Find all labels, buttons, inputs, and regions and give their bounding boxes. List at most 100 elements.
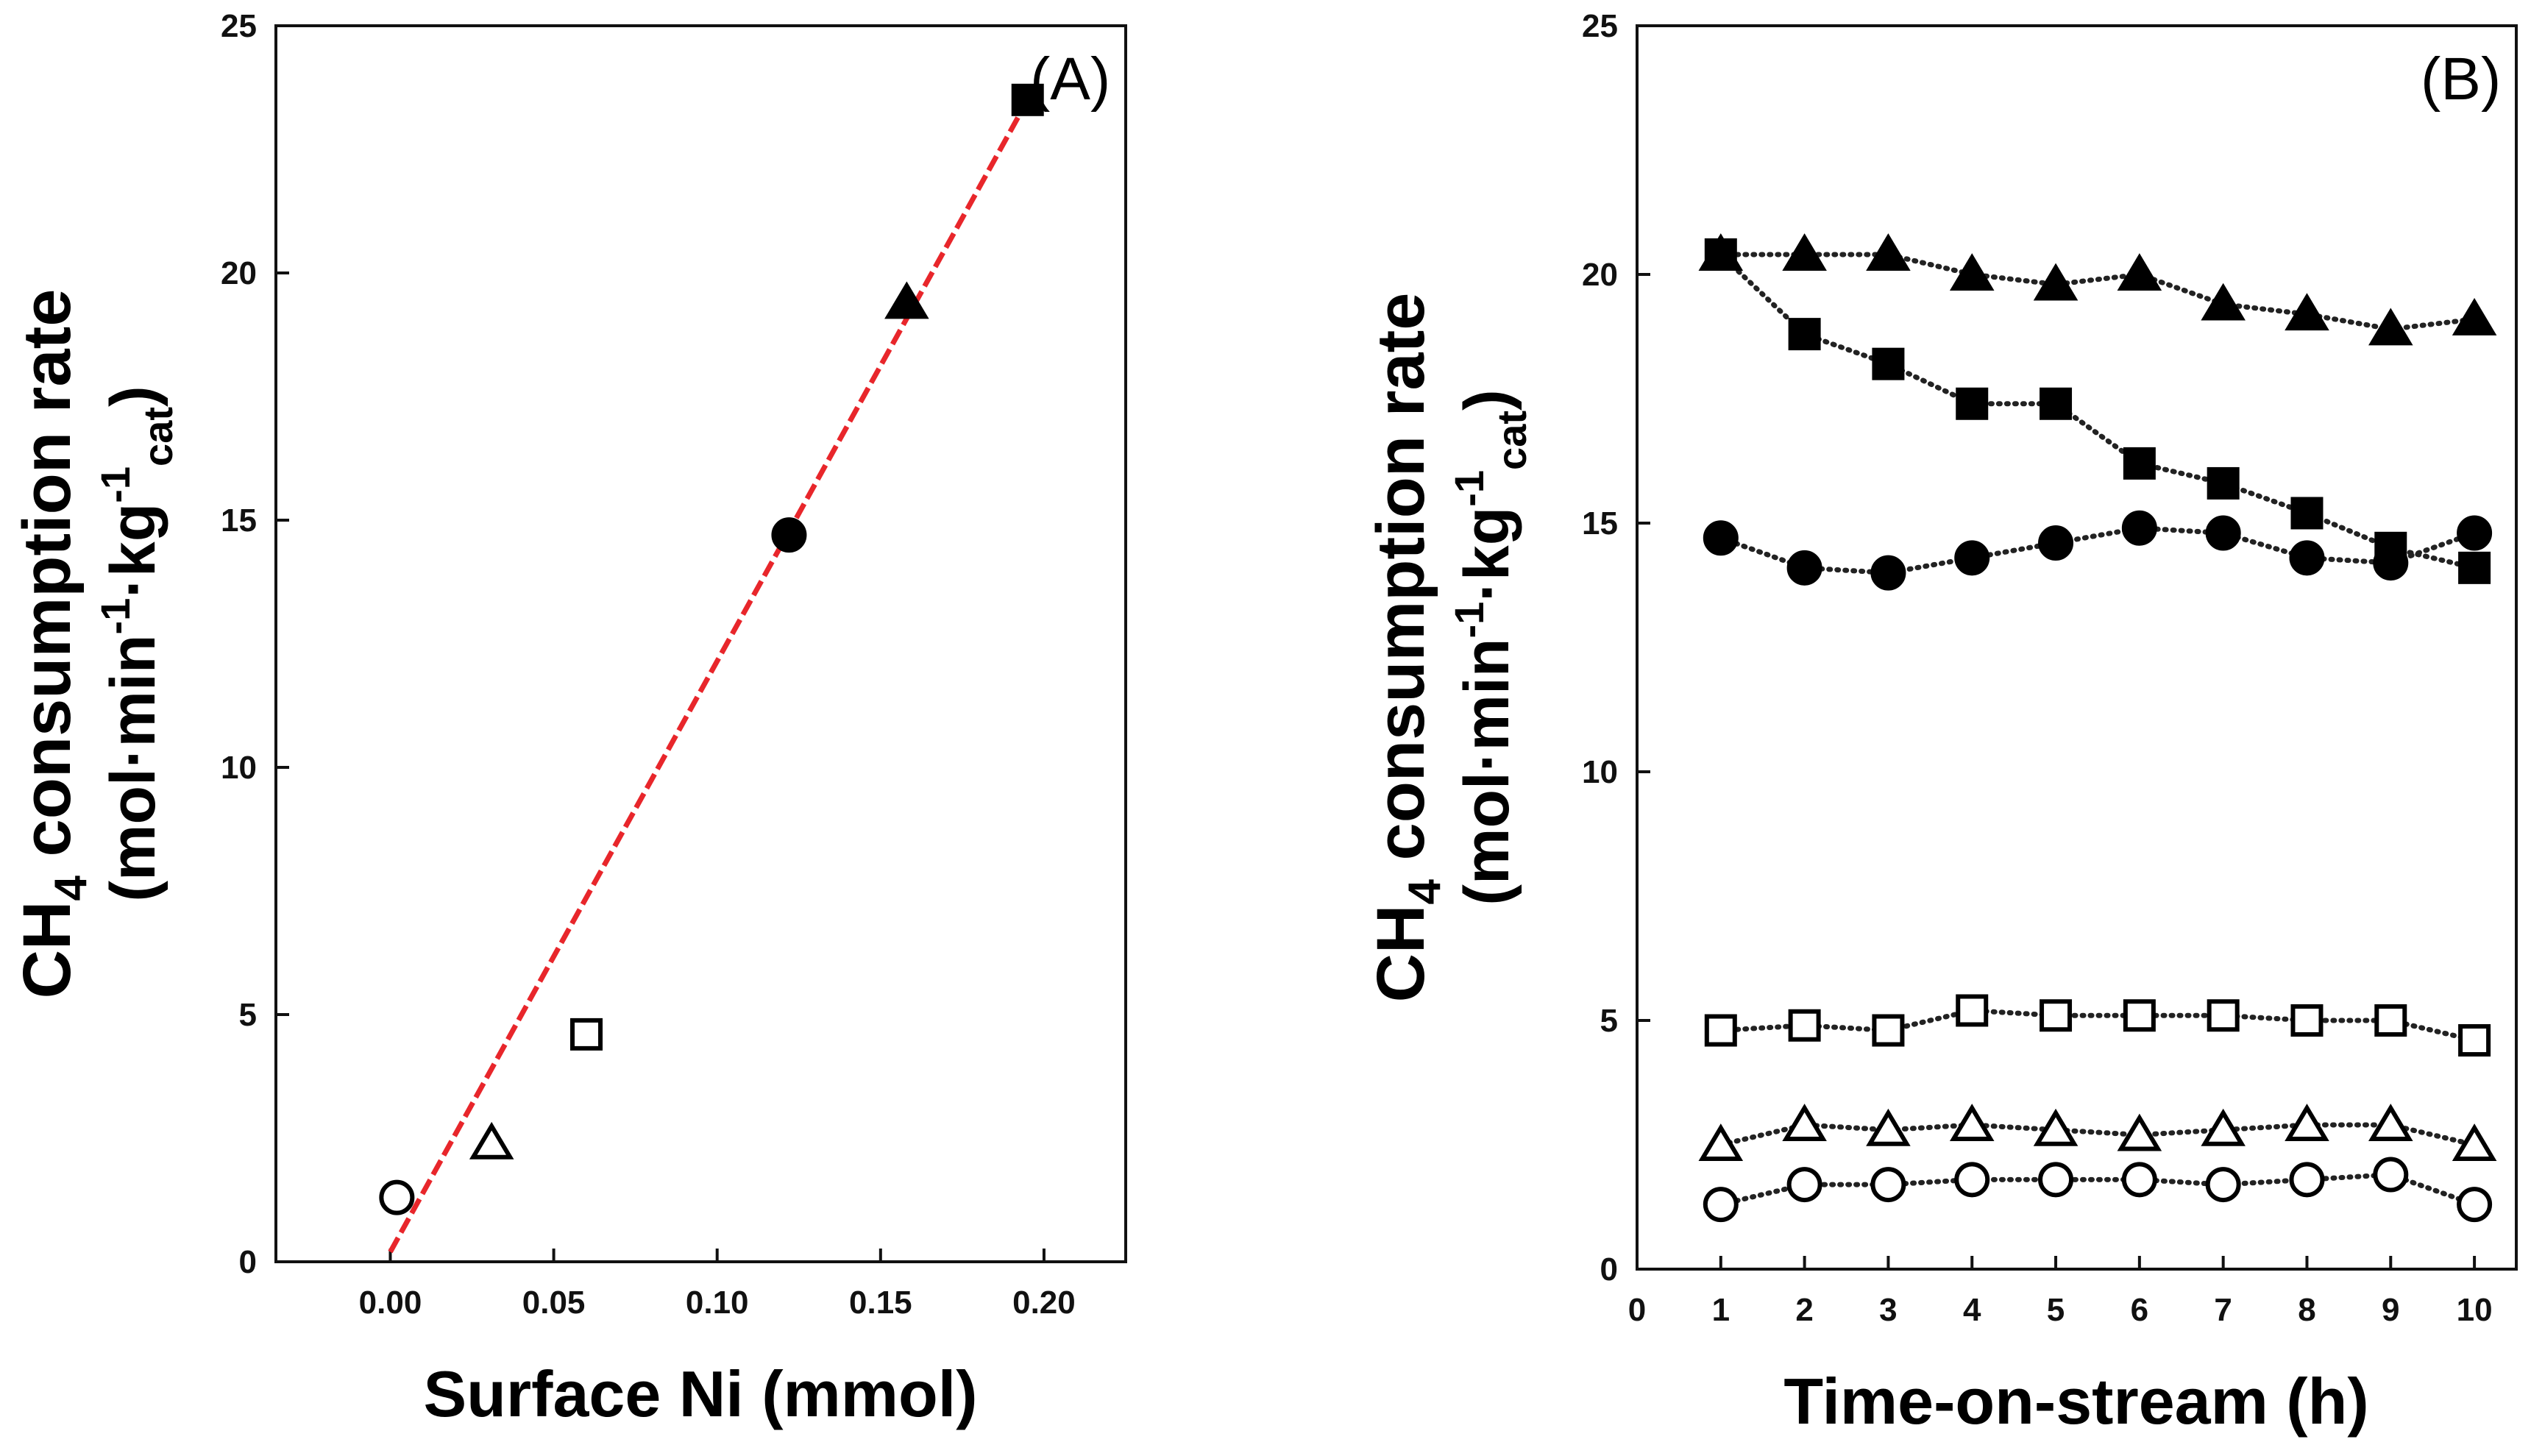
open-circle-point xyxy=(2121,1162,2157,1198)
plot-frame xyxy=(1636,24,2518,1271)
x-tick-label: 2 xyxy=(1795,1292,1813,1328)
x-tick-label: 9 xyxy=(2382,1292,2399,1328)
open-triangle-series-line xyxy=(1718,1122,2477,1148)
x-axis-title: Time-on-stream (h) xyxy=(1783,1365,2368,1438)
filled-circle-series-line xyxy=(1718,525,2477,576)
filled-circle-point xyxy=(2205,515,2241,551)
y-units-sub: cat xyxy=(1488,411,1535,470)
y-axis-title-main: CH xyxy=(1363,905,1438,1003)
open-square-point xyxy=(2290,1004,2324,1037)
open-triangle-point xyxy=(469,1121,514,1160)
x-tick-label: 10 xyxy=(2457,1292,2493,1328)
x-axis-title: Surface Ni (mmol) xyxy=(423,1357,977,1430)
filled-triangle-point xyxy=(2201,283,2246,321)
filled-triangle-point xyxy=(1866,233,1911,271)
open-square-point xyxy=(1872,1014,1905,1047)
y-axis-title: CH4 consumption rate xyxy=(1363,293,1450,1003)
x-tick-label: 5 xyxy=(2047,1292,2065,1328)
x-tick-label: 0.05 xyxy=(522,1285,586,1321)
open-triangle-point xyxy=(2117,1113,2162,1151)
filled-triangle-point xyxy=(2368,308,2413,346)
open-triangle-point xyxy=(2201,1108,2246,1146)
open-triangle-point xyxy=(2368,1104,2413,1141)
open-triangle-point xyxy=(1949,1104,1995,1141)
filled-square-point xyxy=(2123,447,2156,480)
y-tick-label: 5 xyxy=(1600,1003,1618,1039)
open-circle-point xyxy=(2205,1167,2241,1203)
open-circle-point xyxy=(2373,1157,2409,1193)
open-circle-point xyxy=(1954,1162,1990,1198)
open-triangle-point xyxy=(1698,1123,1744,1161)
y-tick-label: 20 xyxy=(221,255,257,291)
open-square-point xyxy=(1788,1009,1821,1042)
open-triangle-point xyxy=(2452,1123,2497,1161)
open-square-point xyxy=(2207,999,2240,1032)
filled-circle-point xyxy=(2289,540,2325,576)
open-circle-point xyxy=(2289,1162,2325,1198)
filled-triangle-point xyxy=(2452,297,2497,335)
y-axis-title-rest: consumption rate xyxy=(10,289,85,876)
filled-square-series-line xyxy=(1718,252,2477,571)
open-square-point xyxy=(570,1018,603,1051)
y-units-sup: -1 xyxy=(92,598,138,635)
filled-circle-point xyxy=(2457,515,2493,551)
panel-b-chart: 0 5 10 15 20 25 0 1 2 3 4 5 6 7 8 9 10 Time-on-stream (h)… xyxy=(1363,8,2518,1438)
y-axis-units: (mol·min-1·kg-1cat) xyxy=(92,386,181,901)
filled-square-point xyxy=(1011,83,1044,116)
y-tick-label: 5 xyxy=(239,997,257,1033)
y-units-sup: -1 xyxy=(1446,470,1492,507)
x-tick-label: 1 xyxy=(1712,1292,1730,1328)
y-tick-label: 10 xyxy=(1582,754,1618,790)
x-tick-label: 0.20 xyxy=(1012,1285,1076,1321)
y-units-part: ·kg xyxy=(98,503,168,598)
filled-square-point xyxy=(1788,318,1821,351)
filled-triangle-point xyxy=(1949,253,1995,291)
x-tick-label: 0.15 xyxy=(849,1285,912,1321)
filled-circle-point xyxy=(771,517,807,553)
y-tick-label: 15 xyxy=(221,503,257,539)
open-square-point xyxy=(2374,1004,2407,1037)
panel-label: (B) xyxy=(2421,46,2501,113)
open-circle-point xyxy=(2038,1162,2074,1198)
y-axis-title-rest: consumption rate xyxy=(1363,293,1438,879)
filled-triangle-point xyxy=(884,281,929,319)
open-circle-point xyxy=(2457,1187,2493,1223)
filled-square-point xyxy=(1872,347,1905,380)
y-units-part: (mol·min xyxy=(98,635,168,902)
filled-triangle-point xyxy=(2117,253,2162,291)
filled-square-point xyxy=(1956,387,1989,420)
open-triangle-point xyxy=(2033,1108,2079,1146)
y-units-sup: -1 xyxy=(92,466,138,503)
filled-square-point xyxy=(2290,497,2324,530)
plot-frame xyxy=(274,24,1127,1263)
filled-triangle-point xyxy=(2033,263,2079,301)
open-square-point xyxy=(1704,1014,1737,1047)
filled-circle-point xyxy=(1703,520,1739,556)
filled-circle-point xyxy=(2121,510,2157,546)
filled-square-point xyxy=(1704,238,1737,271)
filled-circle-point xyxy=(1870,555,1906,591)
y-tick-label: 0 xyxy=(1600,1251,1618,1288)
filled-triangle-point xyxy=(1782,233,1827,271)
x-tick-label: 0 xyxy=(1628,1292,1646,1328)
open-square-series-line xyxy=(1718,1007,2477,1043)
y-axis-title-main: CH xyxy=(10,901,85,999)
open-circle-point xyxy=(1786,1167,1822,1203)
open-triangle-point xyxy=(1782,1104,1827,1141)
filled-circle-point xyxy=(1954,540,1990,576)
x-tick-label: 3 xyxy=(1879,1292,1897,1328)
filled-circle-point xyxy=(1786,550,1822,586)
y-tick-label: 10 xyxy=(221,750,257,786)
fit-line xyxy=(388,99,1030,1254)
filled-square-point xyxy=(2040,387,2073,420)
x-tick-label: 4 xyxy=(1963,1292,1981,1328)
y-tick-label: 15 xyxy=(1582,505,1618,541)
open-circle-point xyxy=(1870,1167,1906,1203)
y-units-part: ) xyxy=(98,386,168,407)
open-circle-point xyxy=(1703,1187,1739,1223)
filled-circle-point xyxy=(2038,525,2074,561)
filled-square-point xyxy=(2458,551,2491,584)
open-square-point xyxy=(2458,1024,2491,1057)
y-units-sub: cat xyxy=(135,407,181,466)
